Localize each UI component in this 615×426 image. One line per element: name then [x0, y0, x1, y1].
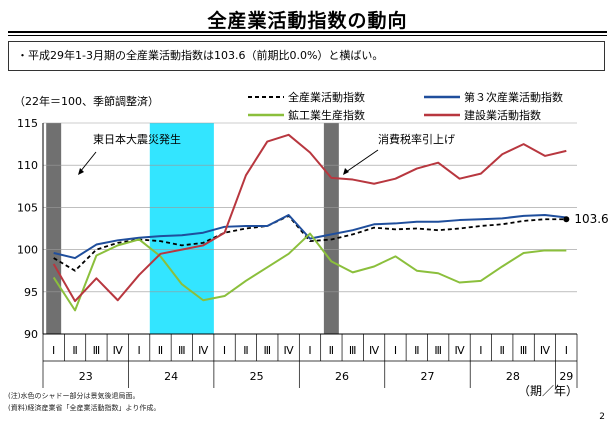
annotation-earthquake-text: 東日本大震災発生	[93, 132, 181, 146]
y-tick-label-95: 95	[24, 286, 38, 299]
legend-swatch-all-industry	[248, 96, 284, 98]
quarter-label-7: Ⅳ	[198, 344, 209, 357]
legend-label-tertiary: 第３次産業活動指数	[464, 91, 563, 104]
quarter-label-24: Ⅰ	[565, 344, 568, 357]
quarter-label-3: Ⅳ	[113, 344, 124, 357]
y-tick-label-110: 110	[17, 159, 38, 172]
quarter-label-8: Ⅰ	[223, 344, 226, 357]
y-tick-label-90: 90	[24, 328, 38, 341]
year-label-25: 25	[250, 370, 264, 383]
quarter-label-15: Ⅳ	[369, 344, 380, 357]
year-label-24: 24	[164, 370, 178, 383]
year-label-28: 28	[506, 370, 520, 383]
year-label-29: 29	[559, 370, 573, 383]
quarter-label-9: Ⅱ	[243, 344, 248, 357]
y-tick-label-105: 105	[17, 201, 38, 214]
legend-label-all-industry: 全産業活動指数	[288, 91, 365, 104]
legend-item-all-industry: 全産業活動指数	[248, 89, 365, 105]
series-line-2	[52, 232, 567, 312]
legend-swatch-construction	[424, 113, 460, 117]
quarter-label-22: Ⅲ	[520, 344, 528, 357]
quarter-label-0: Ⅰ	[52, 344, 55, 357]
quarter-label-5: Ⅱ	[158, 344, 163, 357]
page-title: 全産業活動指数の動向	[207, 10, 408, 32]
summary-box: ・平成29年1-3月期の全産業活動指数は103.6（前期比0.0%）と横ばい。	[8, 41, 605, 71]
y-tick-label-115: 115	[17, 117, 38, 130]
quarter-label-6: Ⅲ	[178, 344, 186, 357]
quarter-label-10: Ⅲ	[263, 344, 271, 357]
unit-note: （22年＝100、季節調整済）	[14, 95, 159, 108]
shaded-period-event-0	[46, 123, 62, 334]
quarter-label-21: Ⅱ	[500, 344, 505, 357]
quarter-label-20: Ⅰ	[479, 344, 482, 357]
y-tick-label-100: 100	[17, 244, 38, 257]
end-value-label: 103.6	[574, 212, 608, 226]
quarter-label-18: Ⅲ	[434, 344, 442, 357]
annotation-tax-hike-text: 消費税率引上げ	[378, 132, 455, 146]
title-rule-thin	[8, 35, 607, 36]
footnote-shadow-note: (注)水色のシャドー部分は景気後退局面。	[8, 392, 140, 400]
year-label-26: 26	[335, 370, 349, 383]
legend-item-mining: 鉱工業生産指数	[248, 107, 365, 123]
year-label-23: 23	[79, 370, 93, 383]
legend-label-construction: 建設業活動指数	[464, 109, 541, 122]
annotation-earthquake-arrowhead	[78, 168, 84, 175]
quarter-label-13: Ⅱ	[329, 344, 334, 357]
legend-item-tertiary: 第３次産業活動指数	[424, 89, 563, 105]
legend-swatch-mining	[248, 113, 284, 117]
annotation-tax-hike-arrow	[345, 149, 379, 173]
quarter-label-12: Ⅰ	[308, 344, 311, 357]
quarter-label-14: Ⅲ	[349, 344, 357, 357]
shaded-period-event-2	[323, 123, 339, 334]
quarter-label-1: Ⅱ	[72, 344, 77, 357]
end-point-marker	[563, 216, 570, 223]
period-axis-label: （期／年）	[518, 384, 578, 398]
legend-label-mining: 鉱工業生産指数	[288, 109, 365, 122]
annotation-earthquake-arrow	[79, 151, 97, 173]
quarter-label-16: Ⅰ	[394, 344, 397, 357]
quarter-label-19: Ⅳ	[454, 344, 465, 357]
quarter-label-4: Ⅰ	[137, 344, 140, 357]
quarter-label-17: Ⅱ	[414, 344, 419, 357]
footnote-source: (資料)経済産業省「全産業活動指数」より作成。	[8, 404, 161, 412]
series-line-1	[53, 213, 567, 260]
series-line-3	[52, 133, 567, 303]
annotation-tax-hike-arrowhead	[343, 168, 349, 175]
quarter-label-11: Ⅳ	[284, 344, 295, 357]
page-number: 2	[599, 412, 605, 422]
summary-text: ・平成29年1-3月期の全産業活動指数は103.6（前期比0.0%）と横ばい。	[17, 49, 384, 62]
shaded-period-recession-1	[149, 123, 214, 334]
title-rule-thick	[8, 31, 607, 33]
quarter-label-23: Ⅳ	[540, 344, 551, 357]
legend-item-construction: 建設業活動指数	[424, 107, 541, 123]
legend-swatch-tertiary	[424, 95, 460, 99]
year-label-27: 27	[420, 370, 434, 383]
quarter-label-2: Ⅲ	[93, 344, 101, 357]
plot-area	[43, 123, 577, 334]
